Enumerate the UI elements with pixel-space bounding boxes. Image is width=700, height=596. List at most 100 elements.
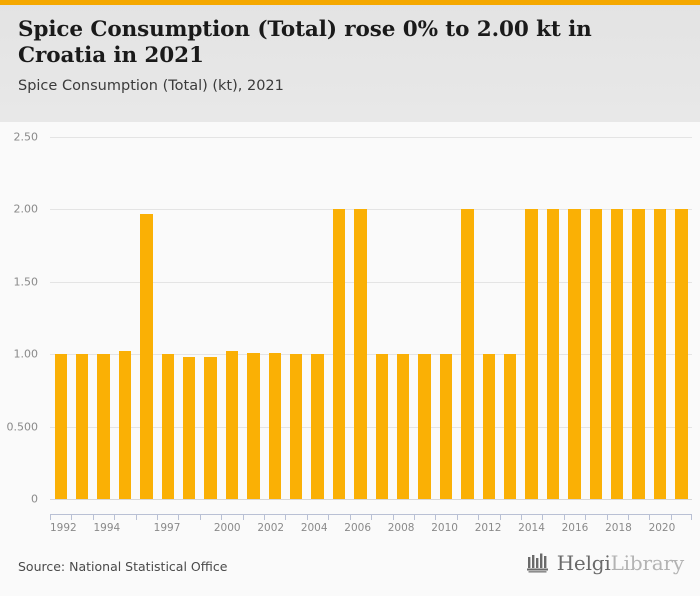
bar[interactable] [653,209,667,499]
bar[interactable] [611,209,624,499]
bar-slot [585,137,606,499]
x-axis-tick [371,514,392,520]
bar[interactable] [289,354,303,499]
logo-wordmark: HelgiLibrary [556,551,685,575]
x-axis-tick-label [501,522,518,538]
bar-slot [71,137,92,499]
bar[interactable] [525,209,538,499]
gridline [50,137,692,138]
x-axis-labels: 1992 1994 1997 2000 2002 2004 2006 2008 2010 2012… [50,522,692,538]
bar[interactable] [225,351,239,499]
x-axis-tick-label: 1997 [153,522,181,534]
x-axis-tick-label [284,522,301,538]
bar-slot [350,137,371,499]
x-axis-tick [242,514,264,520]
x-axis-tick-label: 2020 [648,522,676,534]
x-axis-tick-label: 2002 [257,522,285,534]
bar[interactable] [504,354,517,499]
x-axis-tick [50,514,71,520]
x-axis-tick-label [458,522,475,538]
bar[interactable] [418,354,431,499]
bar[interactable] [397,354,410,499]
x-axis-tick [92,514,114,520]
accent-top-bar [0,0,700,5]
x-axis-line [50,514,692,515]
bar[interactable] [268,352,281,499]
y-axis-tick-label: 2.50 [13,130,39,144]
x-axis-tick-label: 1994 [93,522,121,534]
x-axis-tick [178,514,199,520]
x-axis-tick-label: 2004 [300,522,328,534]
x-axis-tick-label [675,522,692,538]
bar-slot [607,137,628,499]
x-axis-tick-label [120,522,137,538]
bar[interactable] [75,354,89,499]
bar[interactable] [461,209,474,499]
bar-slot [628,137,649,499]
x-axis-tick-label [180,522,197,538]
x-axis-tick [199,514,221,520]
bar-slot [671,137,692,499]
bar[interactable] [354,209,367,499]
bar[interactable] [311,354,324,499]
bar[interactable] [204,357,217,499]
bar-slot [114,137,135,499]
bar[interactable] [332,209,346,499]
x-axis-tick [114,514,135,520]
bar-slot [157,137,178,499]
bar-slot [457,137,478,499]
x-axis-tick [606,514,628,520]
page-title: Spice Consumption (Total) rose 0% to 2.0… [18,17,592,69]
x-axis-tick-label: 2018 [605,522,632,534]
helgi-library-logo[interactable]: HelgiLibrary [526,551,684,575]
bar[interactable] [482,354,496,499]
bar[interactable] [375,354,388,499]
bar[interactable] [568,209,581,499]
chart-subtitle: Spice Consumption (Total) (kt), 2021 [18,78,284,95]
chart-plot-region: 0 0.500 1.00 1.50 2.00 2.50 1992 1994 1997 2000 2… [0,122,700,537]
bar[interactable] [182,357,196,499]
bar[interactable] [589,209,603,499]
x-axis-tick-label: 2014 [518,522,545,534]
x-axis-tick-label [632,522,649,538]
x-axis-tick-label: 2010 [431,522,458,534]
bar-slot [649,137,670,499]
logo-primary-text: Helgi [556,551,611,575]
gridline [50,209,692,211]
source-note: Source: National Statistical Office [18,559,228,574]
x-axis-tick [135,514,157,520]
chart-footer: Source: National Statistical Office Helg… [0,537,700,596]
bar[interactable] [247,352,260,499]
x-axis-tick-label [77,522,94,538]
y-axis-tick-label: 0.500 [6,420,39,434]
plot-area: 0 0.500 1.00 1.50 2.00 2.50 [7,131,692,506]
bar[interactable] [439,354,453,499]
x-axis-tick [306,514,328,520]
x-axis-tick [456,514,478,520]
bar[interactable] [54,354,67,499]
x-axis-tick [499,514,521,520]
bar-slot [542,137,563,499]
x-axis-tick [328,514,349,520]
bar[interactable] [546,209,560,499]
x-axis-tick-label: 2012 [474,522,502,534]
bar[interactable] [118,351,132,499]
x-axis-tick [157,514,178,520]
x-axis-tick [563,514,585,520]
x-axis-tick [435,514,456,520]
bar-slot [478,137,499,499]
bar[interactable] [632,209,645,499]
bar-slot [50,137,71,499]
bar[interactable] [675,209,688,499]
bar[interactable] [140,213,153,499]
x-axis-tick-label: 2006 [344,522,372,534]
x-axis-tick [649,514,670,520]
bar[interactable] [97,354,110,499]
x-axis-tick-label [328,522,345,538]
x-axis-tick-label: 2000 [213,522,241,534]
y-axis-tick-label: 0 [31,492,38,506]
bar[interactable] [161,354,174,499]
gridline [50,281,692,283]
x-axis-tick-label [545,522,562,538]
x-axis-tick-label [588,522,605,538]
